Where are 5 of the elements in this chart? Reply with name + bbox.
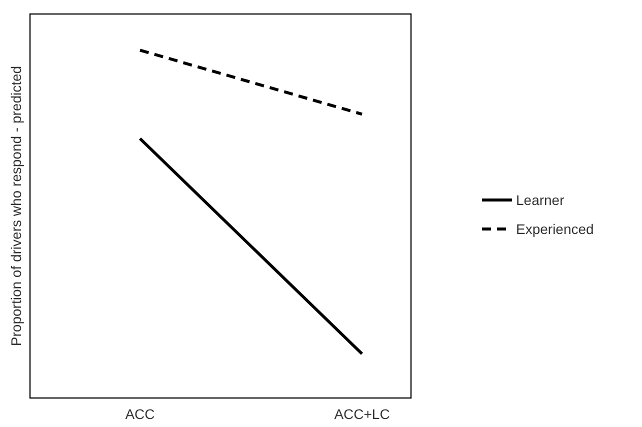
x-tick-label: ACC+LC [334,406,390,422]
legend-label: Learner [516,192,565,208]
x-tick-label: ACC [125,406,155,422]
y-axis-title: Proportion of drivers who respond - predicted [8,66,24,346]
legend-label: Experienced [516,221,594,237]
